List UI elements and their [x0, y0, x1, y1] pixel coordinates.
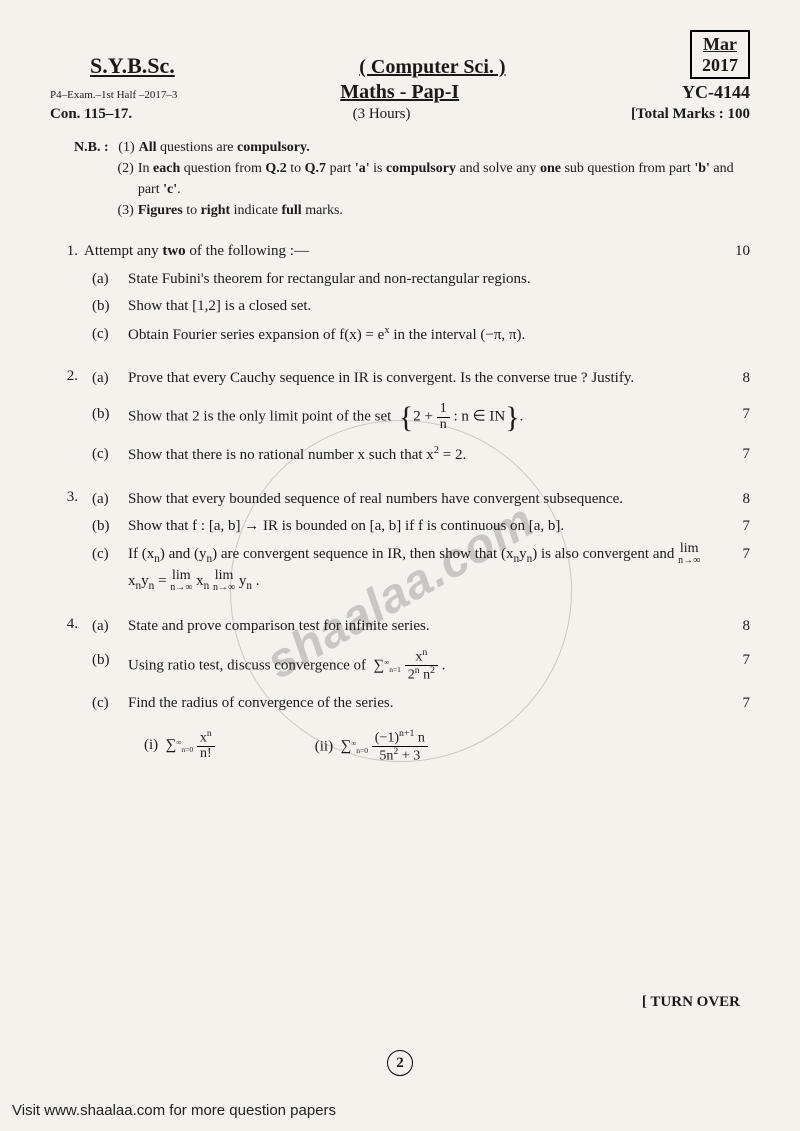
q3a-marks: 8: [724, 487, 750, 513]
question-4: 4. (a)State and prove comparison test fo…: [50, 612, 750, 764]
q1-intro: Attempt any two of the following :—: [84, 239, 718, 265]
q2a-label: (a): [84, 366, 128, 392]
q2c-text: Show that there is no rational number x …: [128, 442, 724, 469]
subject-title: Maths - Pap-I: [340, 81, 459, 104]
turn-over: [ TURN OVER: [642, 994, 740, 1011]
q1c-label: (c): [84, 322, 128, 349]
question-3: 3. (a)Show that every bounded sequence o…: [50, 485, 750, 596]
q3a-label: (a): [84, 487, 128, 513]
q1-num: 1.: [50, 239, 84, 348]
q3b-label: (b): [84, 514, 128, 540]
date-month: Mar: [703, 34, 737, 54]
q3a-text: Show that every bounded sequence of real…: [128, 487, 724, 513]
course-title: S.Y.B.Sc.: [90, 53, 175, 79]
nb-label: N.B. :: [74, 137, 109, 158]
paper-code: YC-4144: [682, 82, 750, 103]
q4c-series: (i) ∑∞n=0 xnn! (ii) ∑∞n=0 (−1)n+1 n5n2 +…: [144, 729, 750, 765]
q3b-text: Show that f : [a, b] → IR is bounded on …: [128, 514, 724, 540]
q4a-marks: 8: [724, 614, 750, 640]
q4c-i-expr: ∑∞n=0 xnn!: [166, 737, 215, 753]
q3-num: 3.: [50, 485, 84, 596]
q3c-marks: 7: [724, 542, 750, 596]
q3c-text: If (xn) and (yn) are convergent sequence…: [128, 542, 724, 596]
q4b-label: (b): [84, 648, 128, 684]
nb-num-2: (2): [108, 158, 138, 200]
question-2: 2. (a)Prove that every Cauchy sequence i…: [50, 364, 750, 468]
nb-num-3: (3): [108, 200, 138, 221]
header-row-meta: P4–Exam.–1st Half –2017–3 Maths - Pap-I …: [50, 81, 750, 104]
q1b-text: Show that [1,2] is a closed set.: [128, 294, 750, 320]
q1-marks: 10: [718, 239, 750, 265]
footer-visit: Visit www.shaalaa.com for more question …: [12, 1102, 336, 1119]
q2b-label: (b): [84, 402, 128, 432]
q4a-label: (a): [84, 614, 128, 640]
q1c-text: Obtain Fourier series expansion of f(x) …: [128, 322, 750, 349]
nb-instructions: N.B. : (1) All questions are compulsory.…: [74, 137, 750, 221]
q2b-text: Show that 2 is the only limit point of t…: [128, 402, 724, 432]
nb-text-3: Figures to right indicate full marks.: [138, 200, 750, 221]
q2b-marks: 7: [724, 402, 750, 432]
q2a-marks: 8: [724, 366, 750, 392]
q4c-i-label: (i): [144, 737, 158, 753]
date-box: Mar 2017: [690, 30, 750, 79]
header-row-details: Con. 115–17. (3 Hours) [Total Marks : 10…: [50, 106, 750, 123]
q3c-label: (c): [84, 542, 128, 596]
q2c-marks: 7: [724, 442, 750, 469]
q3b-marks: 7: [724, 514, 750, 540]
header-row-handwritten: S.Y.B.Sc. ( Computer Sci. ) Mar 2017: [50, 30, 750, 79]
duration: (3 Hours): [132, 106, 631, 123]
q4c-ii-label: (ii): [315, 738, 333, 754]
q2-num: 2.: [50, 364, 84, 468]
q1b-label: (b): [84, 294, 128, 320]
con-number: Con. 115–17.: [50, 106, 132, 123]
q4a-text: State and prove comparison test for infi…: [128, 614, 724, 640]
q4c-label: (c): [84, 691, 128, 717]
nb-num-1: (1): [109, 137, 139, 158]
date-year: 2017: [702, 55, 738, 75]
q2c-label: (c): [84, 442, 128, 469]
q1a-label: (a): [84, 267, 128, 293]
stream-title: ( Computer Sci. ): [359, 56, 505, 79]
q4-num: 4.: [50, 612, 84, 764]
total-marks: [Total Marks : 100: [631, 106, 750, 123]
page-number: 2: [387, 1050, 413, 1076]
q4c-text: Find the radius of convergence of the se…: [128, 691, 724, 717]
nb-text-2: In each question from Q.2 to Q.7 part 'a…: [138, 158, 750, 200]
q4c-ii-expr: ∑∞n=0 (−1)n+1 n5n2 + 3: [341, 738, 428, 754]
q1a-text: State Fubini's theorem for rectangular a…: [128, 267, 750, 293]
exam-print-code: P4–Exam.–1st Half –2017–3: [50, 89, 177, 101]
q2a-text: Prove that every Cauchy sequence in IR i…: [128, 366, 724, 392]
question-1: 1. Attempt any two of the following :— 1…: [50, 239, 750, 348]
q4b-marks: 7: [724, 648, 750, 684]
q4b-text: Using ratio test, discuss convergence of…: [128, 648, 724, 684]
q4c-marks: 7: [724, 691, 750, 717]
nb-text-1: All questions are compulsory.: [139, 137, 750, 158]
